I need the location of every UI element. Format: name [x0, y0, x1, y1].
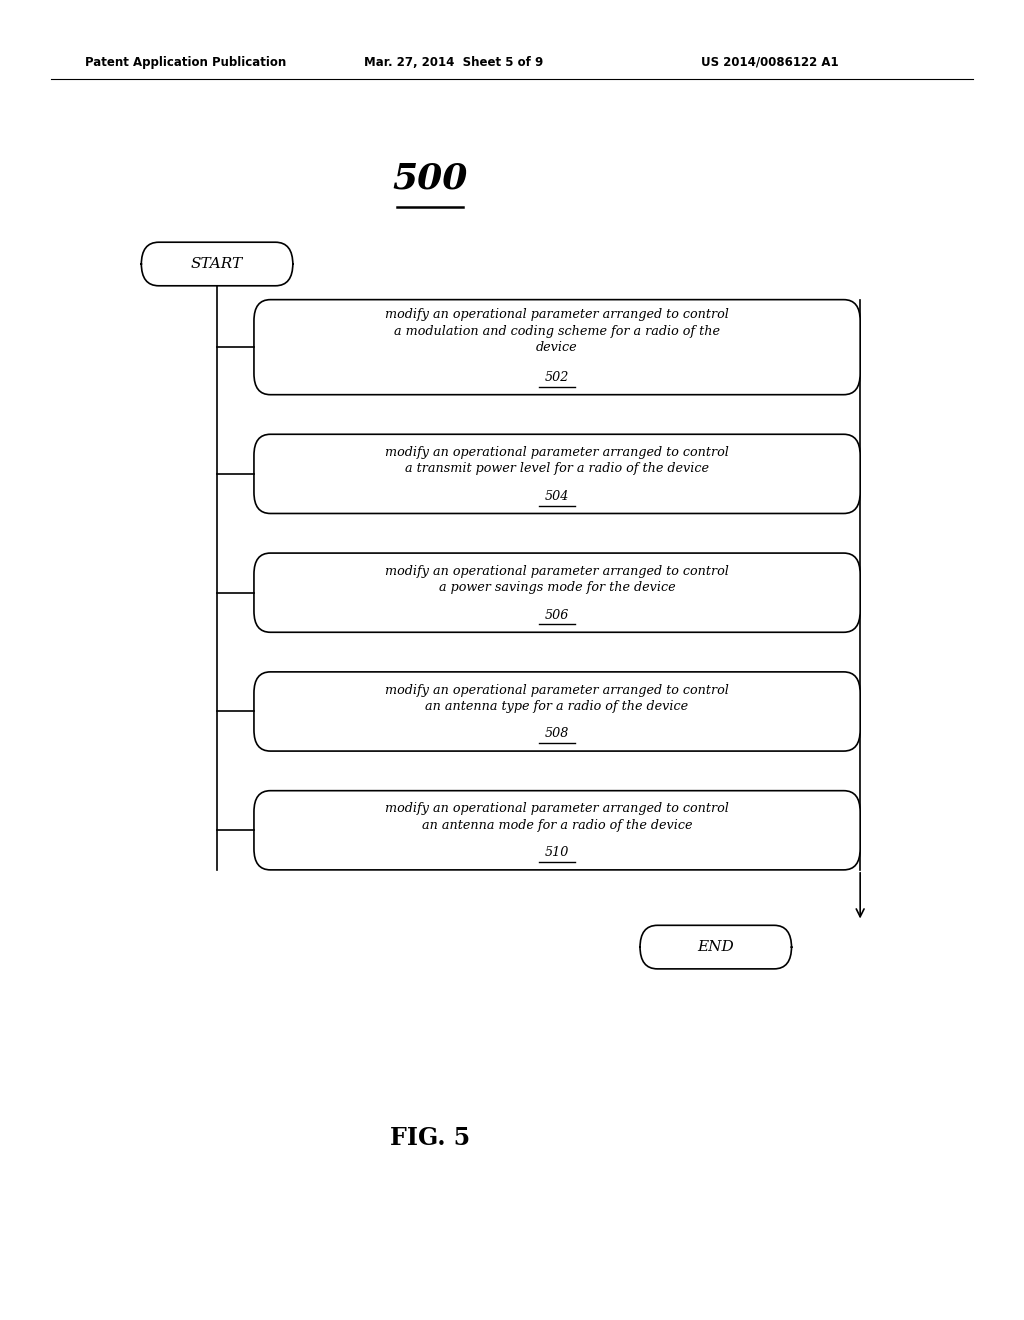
FancyBboxPatch shape: [254, 553, 860, 632]
Text: US 2014/0086122 A1: US 2014/0086122 A1: [701, 55, 839, 69]
Text: modify an operational parameter arranged to control
a modulation and coding sche: modify an operational parameter arranged…: [385, 309, 729, 354]
FancyBboxPatch shape: [254, 672, 860, 751]
FancyBboxPatch shape: [640, 925, 792, 969]
Text: FIG. 5: FIG. 5: [390, 1126, 470, 1150]
Text: START: START: [191, 257, 243, 271]
Text: END: END: [697, 940, 734, 954]
Text: Mar. 27, 2014  Sheet 5 of 9: Mar. 27, 2014 Sheet 5 of 9: [364, 55, 543, 69]
FancyBboxPatch shape: [254, 434, 860, 513]
Text: modify an operational parameter arranged to control
an antenna mode for a radio : modify an operational parameter arranged…: [385, 803, 729, 832]
FancyBboxPatch shape: [254, 791, 860, 870]
Text: Patent Application Publication: Patent Application Publication: [85, 55, 287, 69]
FancyBboxPatch shape: [141, 242, 293, 286]
Text: 510: 510: [545, 846, 569, 859]
Text: 508: 508: [545, 727, 569, 741]
Text: modify an operational parameter arranged to control
a transmit power level for a: modify an operational parameter arranged…: [385, 446, 729, 475]
FancyBboxPatch shape: [254, 300, 860, 395]
Text: modify an operational parameter arranged to control
a power savings mode for the: modify an operational parameter arranged…: [385, 565, 729, 594]
Text: 502: 502: [545, 371, 569, 384]
Text: 500: 500: [392, 161, 468, 195]
Text: 506: 506: [545, 609, 569, 622]
Text: 504: 504: [545, 490, 569, 503]
Text: modify an operational parameter arranged to control
an antenna type for a radio : modify an operational parameter arranged…: [385, 684, 729, 713]
